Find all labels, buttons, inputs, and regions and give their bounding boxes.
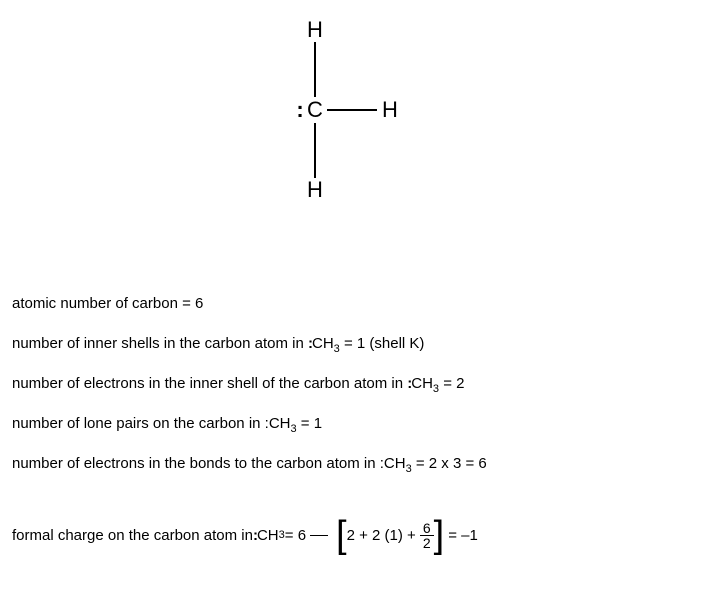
l5-pre: number of electrons in the bonds to the … [12,455,406,472]
l3-molecule: CH [411,375,433,392]
line-lone-pairs: number of lone pairs on the carbon in :C… [12,415,322,435]
l6-bracket-left: [ [336,520,347,550]
bond-bottom [314,123,316,178]
l6-bracket-part1: 2 + 2 (1) + [347,527,416,544]
l6-bracket-right: ] [434,520,445,550]
l3-post: = 2 [439,375,464,392]
l4-pre: number of lone pairs on the carbon in :C… [12,415,291,432]
l6-molecule: CH [257,527,279,544]
line-atomic-number: atomic number of carbon = 6 [12,295,203,312]
l2-molecule: CH [312,335,334,352]
l1-text: atomic number of carbon = 6 [12,295,203,312]
l6-result: = –1 [448,527,478,544]
l2-pre: number of inner shells in the carbon ato… [12,335,304,352]
l6-eq: = 6 [285,527,306,544]
l6-frac-den: 2 [420,536,434,550]
l6-frac-num: 6 [420,521,434,536]
l6-pre: formal charge on the carbon atom in [12,527,253,544]
lone-pair-dots: : [296,97,301,123]
line-bond-electrons: number of electrons in the bonds to the … [12,455,487,475]
bond-right [327,109,377,111]
molecule-diagram: H : C H H [260,10,420,210]
top-hydrogen: H [307,17,323,43]
l3-pre: number of electrons in the inner shell o… [12,375,403,392]
l2-post: = 1 (shell K) [340,335,425,352]
l6-bracket-group: [ 2 + 2 (1) + 6 2 ] [336,520,444,550]
bond-top [314,42,316,97]
line-inner-electrons: number of electrons in the inner shell o… [12,375,464,395]
l5-post: = 2 x 3 = 6 [412,455,487,472]
line-formal-charge: formal charge on the carbon atom in :CH3… [12,520,478,550]
center-carbon: C [307,97,323,123]
bottom-hydrogen: H [307,177,323,203]
right-hydrogen: H [382,97,398,123]
line-inner-shells: number of inner shells in the carbon ato… [12,335,424,355]
l6-fraction: 6 2 [420,521,434,550]
l4-post: = 1 [297,415,322,432]
l6-minus [310,535,328,536]
